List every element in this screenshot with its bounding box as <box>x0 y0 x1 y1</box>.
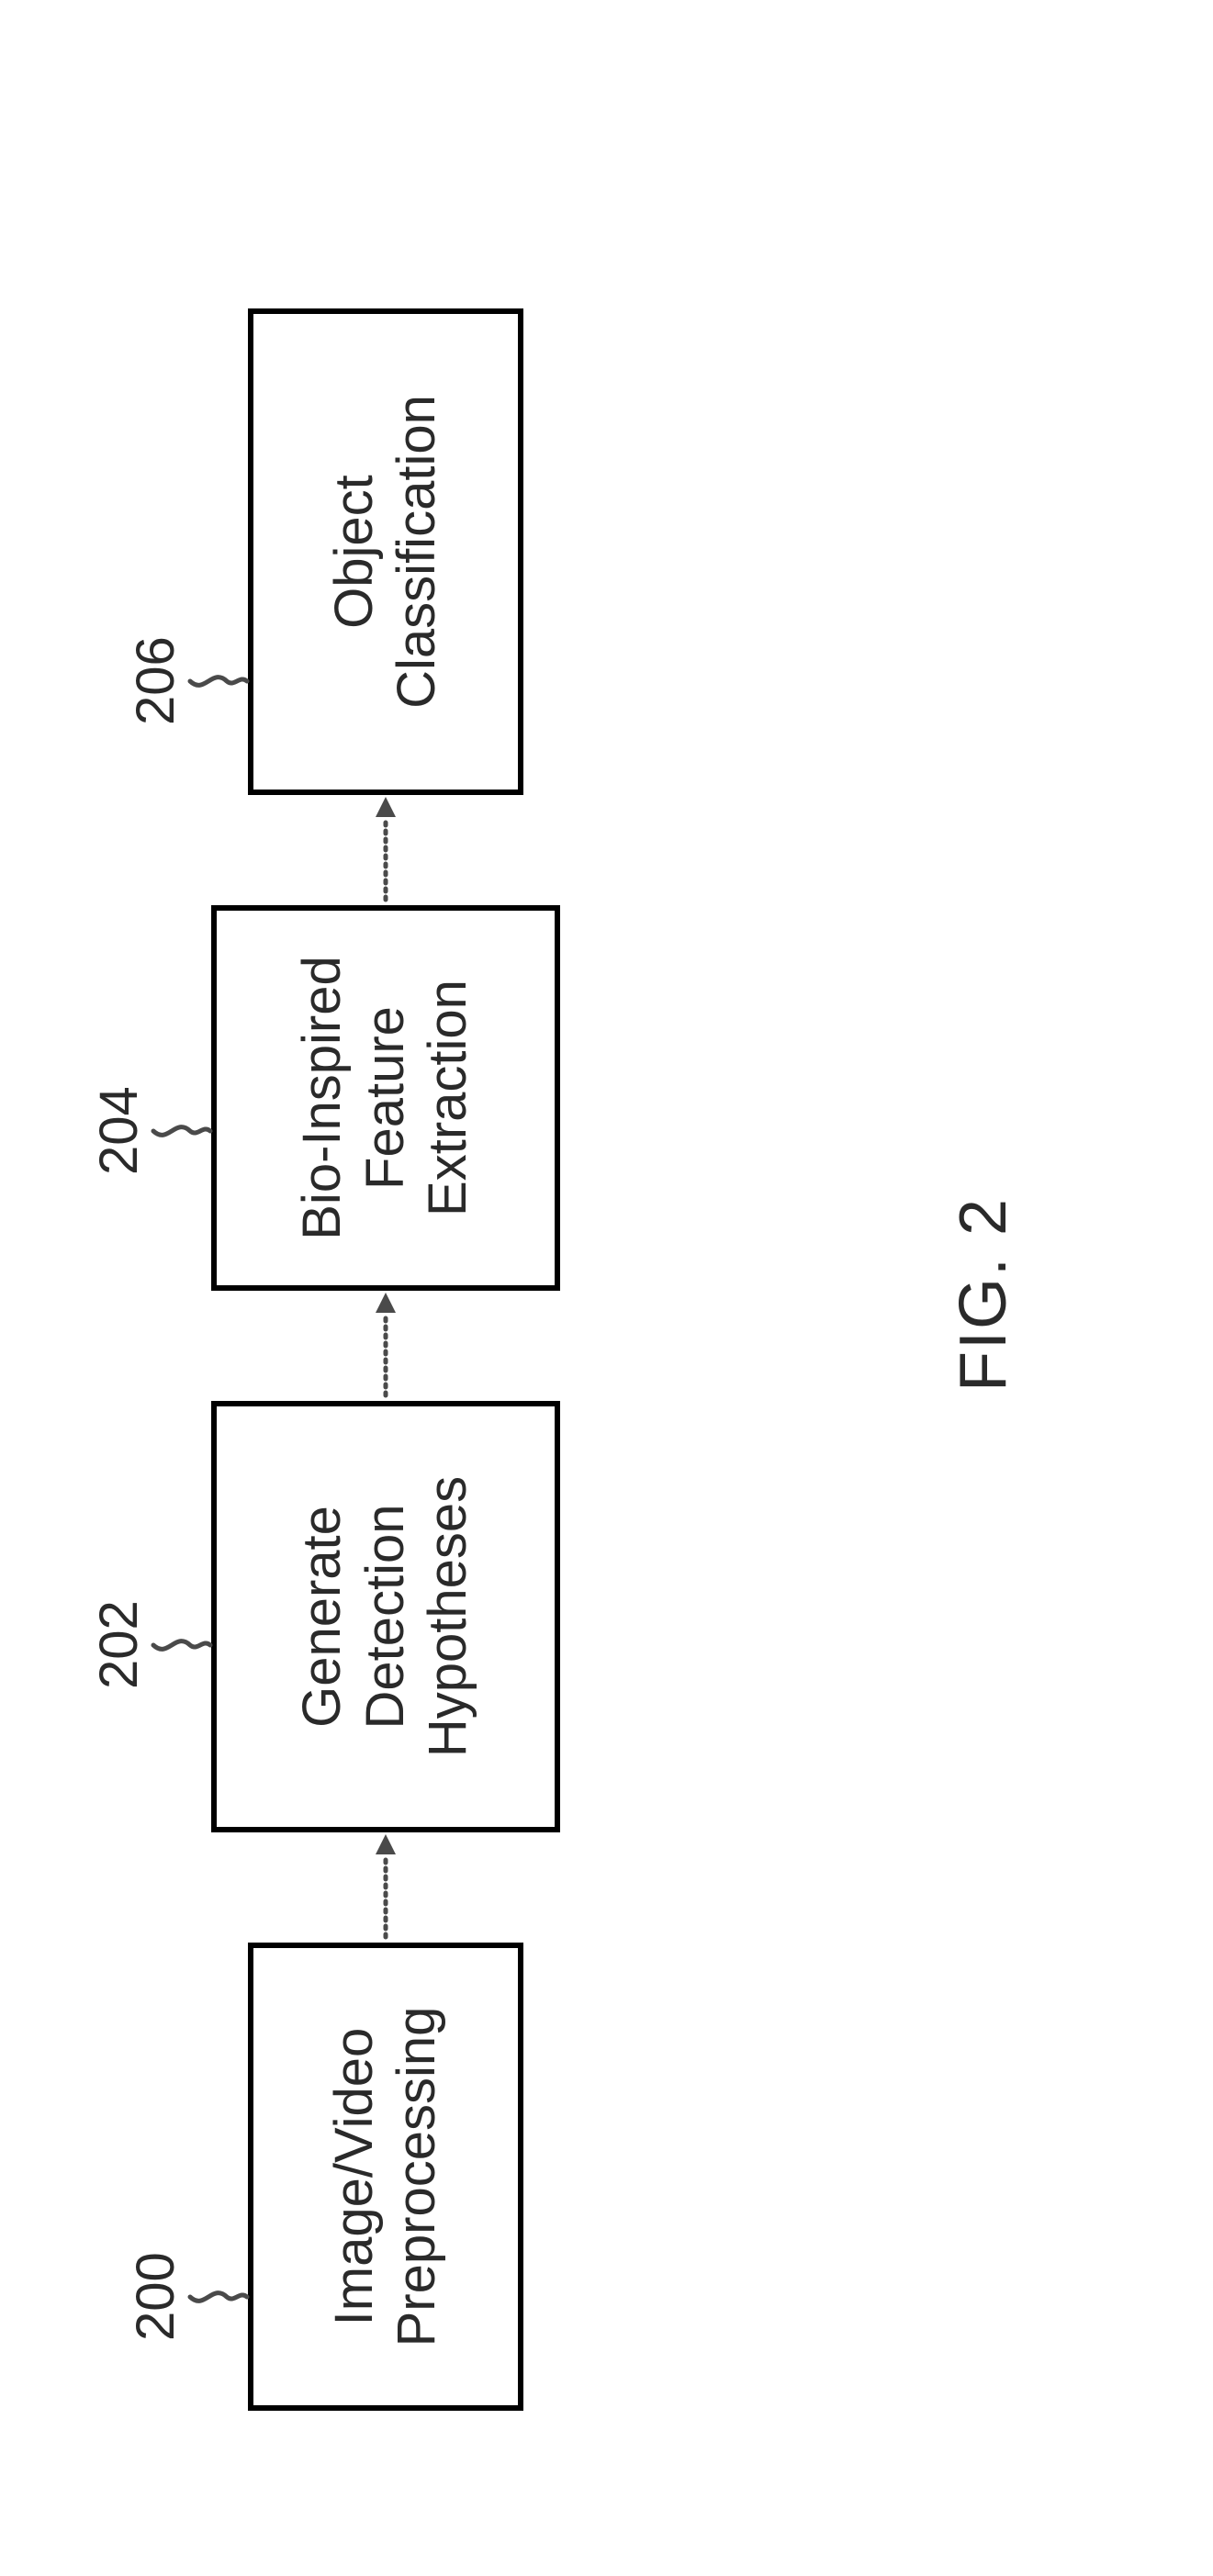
figure-caption: FIG. 2 <box>946 1197 1021 1392</box>
callout-squiggle-icon <box>150 1099 214 1163</box>
callout-squiggle-icon <box>186 2265 251 2329</box>
ref-number: 206 <box>125 636 186 725</box>
process-flow: 200 Image/Video Preprocessing 202 <box>211 308 560 2411</box>
ref-number: 204 <box>88 1086 150 1175</box>
callout-squiggle-icon <box>150 1613 214 1677</box>
block-feature-extraction: 204 Bio-Inspired Feature Extraction <box>211 905 560 1291</box>
ref-callout-204: 204 <box>88 1086 214 1175</box>
ref-number: 200 <box>125 2252 186 2341</box>
ref-callout-202: 202 <box>88 1600 214 1689</box>
arrow-icon <box>367 795 404 905</box>
ref-number: 202 <box>88 1600 150 1689</box>
ref-callout-200: 200 <box>125 2252 251 2341</box>
block-label: Object Classification <box>323 395 449 709</box>
block-label: Bio-Inspired Feature Extraction <box>291 956 479 1239</box>
block-classification: 206 Object Classification <box>248 308 523 795</box>
block-label: Image/Video Preprocessing <box>323 2007 449 2347</box>
callout-squiggle-icon <box>186 649 251 713</box>
ref-callout-206: 206 <box>125 636 251 725</box>
block-preprocessing: 200 Image/Video Preprocessing <box>248 1943 523 2411</box>
arrow-icon <box>367 1832 404 1943</box>
block-label: Generate Detection Hypotheses <box>291 1476 479 1757</box>
arrow-icon <box>367 1291 404 1401</box>
block-hypotheses: 202 Generate Detection Hypotheses <box>211 1401 560 1832</box>
